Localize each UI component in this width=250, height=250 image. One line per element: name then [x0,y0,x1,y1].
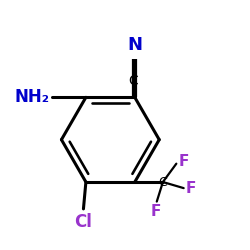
Text: NH₂: NH₂ [15,88,50,106]
Text: C: C [129,74,138,88]
Text: F: F [178,154,189,169]
Text: N: N [127,36,142,54]
Text: C: C [158,176,167,188]
Text: F: F [186,180,196,196]
Text: F: F [150,204,161,219]
Text: Cl: Cl [74,212,92,230]
